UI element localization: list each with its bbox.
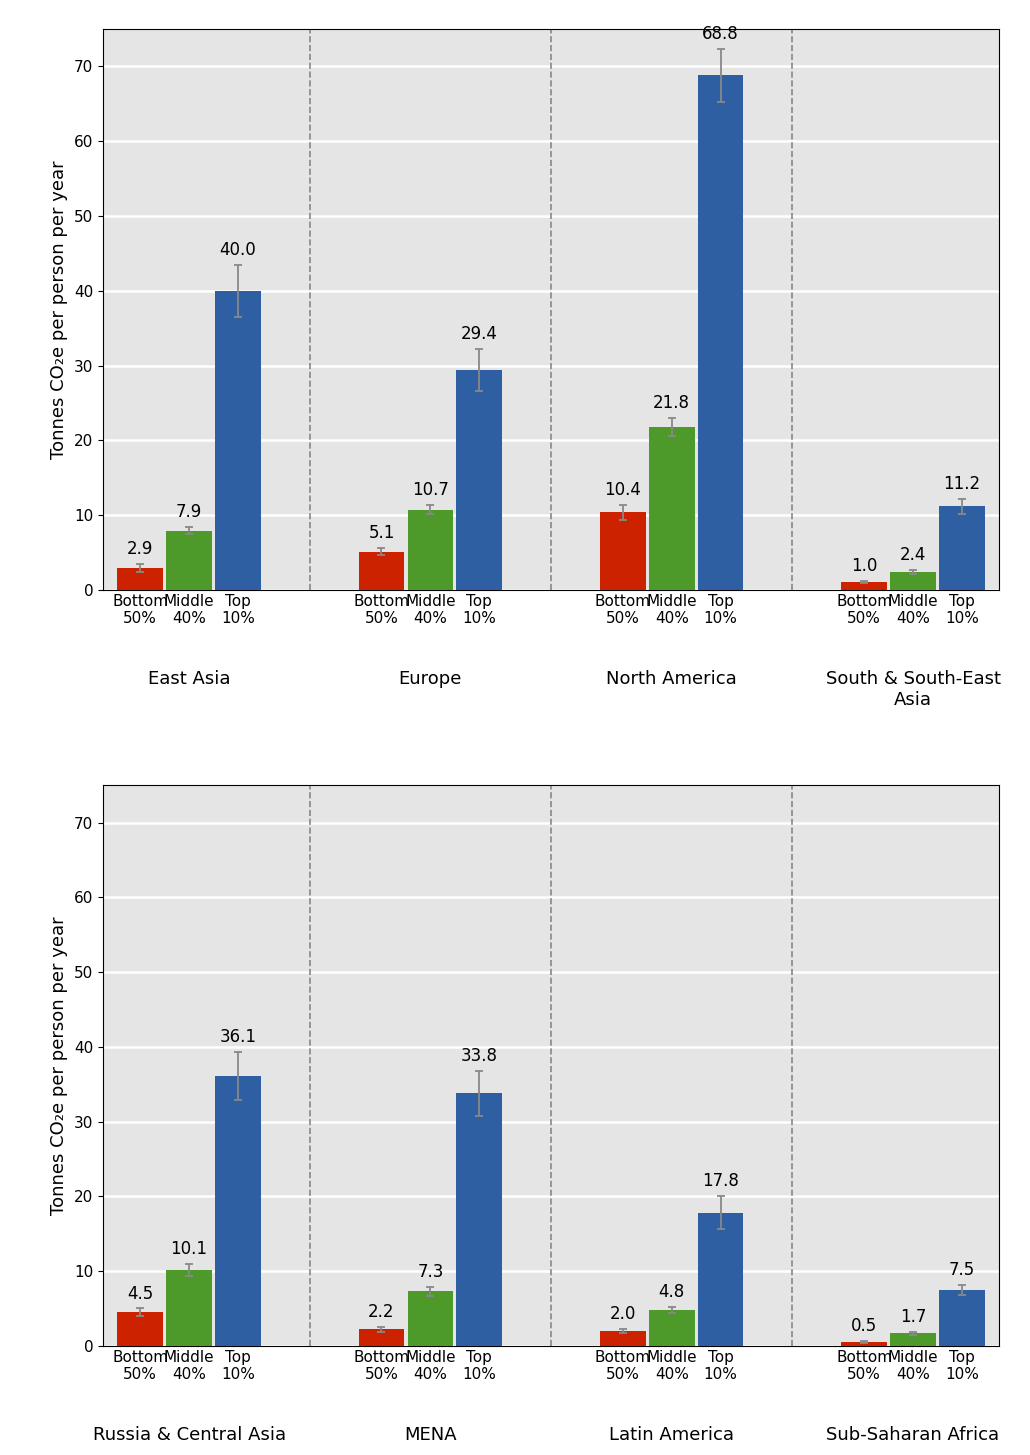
Text: South & South-East
Asia: South & South-East Asia xyxy=(825,671,1000,709)
Bar xyxy=(649,426,694,589)
Text: 36.1: 36.1 xyxy=(219,1029,256,1046)
Bar xyxy=(939,506,985,589)
Bar xyxy=(842,582,887,589)
Bar xyxy=(358,1330,405,1346)
Text: 10.4: 10.4 xyxy=(605,480,642,499)
Y-axis label: Tonnes CO₂e per person per year: Tonnes CO₂e per person per year xyxy=(50,917,68,1215)
Text: Russia & Central Asia: Russia & Central Asia xyxy=(93,1426,285,1445)
Bar xyxy=(117,1312,163,1346)
Text: 7.5: 7.5 xyxy=(949,1260,975,1279)
Bar xyxy=(599,512,646,589)
Bar xyxy=(456,1093,503,1346)
Bar xyxy=(408,509,453,589)
Bar xyxy=(215,291,261,589)
Text: 10.7: 10.7 xyxy=(412,482,449,499)
Bar xyxy=(697,76,744,589)
Text: Sub-Saharan Africa: Sub-Saharan Africa xyxy=(826,1426,999,1445)
Text: 21.8: 21.8 xyxy=(653,394,690,412)
Text: MENA: MENA xyxy=(404,1426,456,1445)
Bar xyxy=(358,551,405,589)
Text: 7.3: 7.3 xyxy=(417,1263,444,1280)
Text: North America: North America xyxy=(607,671,737,688)
Text: 33.8: 33.8 xyxy=(460,1046,497,1065)
Bar xyxy=(215,1077,261,1346)
Text: 5.1: 5.1 xyxy=(369,524,394,541)
Text: East Asia: East Asia xyxy=(148,671,231,688)
Bar xyxy=(697,1213,744,1346)
Text: 29.4: 29.4 xyxy=(460,324,497,343)
Bar xyxy=(842,1342,887,1346)
Bar xyxy=(890,572,936,589)
Text: 4.5: 4.5 xyxy=(127,1285,153,1302)
Y-axis label: Tonnes CO₂e per person per year: Tonnes CO₂e per person per year xyxy=(50,160,68,458)
Bar xyxy=(599,1331,646,1346)
Bar xyxy=(649,1310,694,1346)
Bar xyxy=(408,1291,453,1346)
Text: Europe: Europe xyxy=(399,671,462,688)
Bar xyxy=(939,1289,985,1346)
Text: 40.0: 40.0 xyxy=(219,240,256,259)
Bar xyxy=(456,370,503,589)
Text: Latin America: Latin America xyxy=(609,1426,734,1445)
Text: 10.1: 10.1 xyxy=(171,1241,208,1259)
Text: 0.5: 0.5 xyxy=(851,1317,878,1336)
Text: 1.0: 1.0 xyxy=(851,557,878,575)
Text: 2.2: 2.2 xyxy=(369,1304,394,1321)
Text: 1.7: 1.7 xyxy=(900,1308,926,1326)
Text: 2.0: 2.0 xyxy=(610,1305,636,1323)
Bar xyxy=(166,1270,212,1346)
Text: 7.9: 7.9 xyxy=(176,503,202,521)
Text: 4.8: 4.8 xyxy=(658,1283,685,1301)
Bar xyxy=(890,1333,936,1346)
Text: 11.2: 11.2 xyxy=(943,474,981,493)
Bar xyxy=(166,531,212,589)
Text: 17.8: 17.8 xyxy=(702,1173,740,1190)
Bar xyxy=(117,567,163,589)
Text: 2.9: 2.9 xyxy=(127,540,153,559)
Text: 68.8: 68.8 xyxy=(702,25,739,44)
Text: 2.4: 2.4 xyxy=(900,546,926,565)
